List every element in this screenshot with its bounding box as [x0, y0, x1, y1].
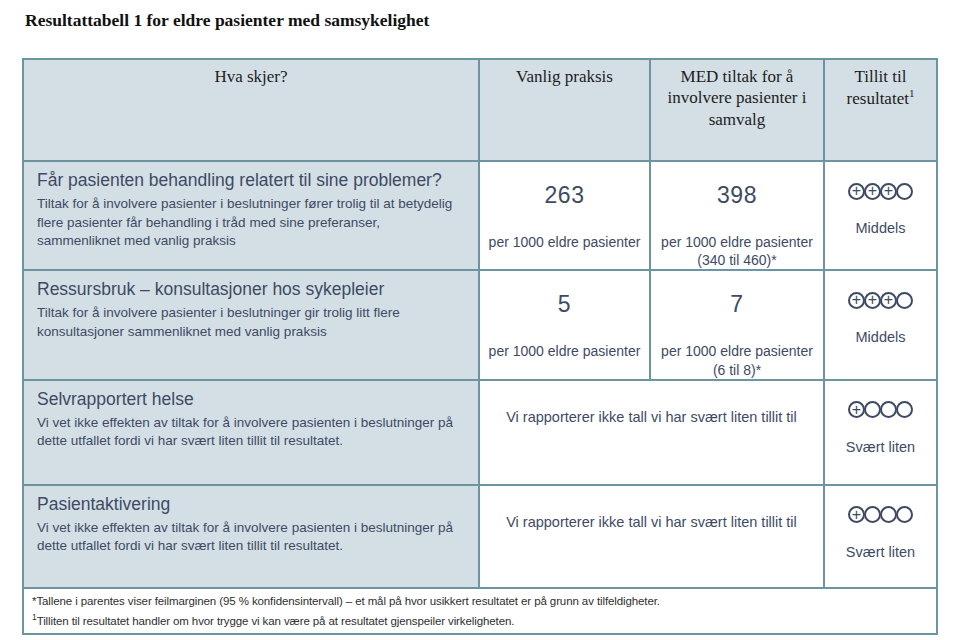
intervention-cell: 398 per 1000 eldre pasienter (340 til 46…	[650, 161, 824, 270]
comparison-cell: 5 per 1000 eldre pasienter	[479, 270, 650, 379]
certainty-cell: + Svært liten	[824, 380, 937, 485]
outcome-cell: Får pasienten behandling relatert til si…	[23, 161, 479, 270]
intervention-confidence-interval: (340 til 460)*	[651, 251, 823, 269]
footnote-1: 1Tilliten til resultatet handler om hvor…	[32, 611, 928, 631]
table-row-ressursbruk: Ressursbruk – konsultasjoner hos sykeple…	[23, 270, 937, 379]
certainty-label: Svært liten	[825, 544, 936, 560]
comparison-value: 263	[480, 182, 649, 209]
column-header-certainty: Tillit til resultatet1	[824, 59, 937, 161]
table-row-behandling: Får pasienten behandling relatert til si…	[23, 161, 937, 270]
certainty-cell: +++ Middels	[824, 161, 937, 270]
no-data-note-cell: Vi rapporterer ikke tall vi har svært li…	[479, 380, 824, 485]
column-header-intervention: MED tiltak for å involvere pasienter i s…	[650, 59, 824, 161]
footnote-text: Tilliten til resultatet handler om hvor …	[37, 614, 515, 626]
page-title: Resultattabell 1 for eldre pasienter med…	[25, 10, 429, 31]
grade-symbols-icon: +++	[848, 183, 913, 200]
outcome-description: Tiltak for å involvere pasienter i beslu…	[37, 304, 464, 341]
footnote-row: *Tallene i parentes viser feilmarginen (…	[23, 588, 937, 634]
certainty-cell: + Svært liten	[824, 485, 937, 588]
intervention-value: 7	[651, 291, 823, 318]
comparison-cell: 263 per 1000 eldre pasienter	[479, 161, 650, 270]
certainty-header-label: Tillit til resultatet	[847, 67, 909, 108]
grade-symbols-icon: +	[848, 506, 913, 523]
results-table: Hva skjer? Vanlig praksis MED tiltak for…	[22, 58, 938, 635]
outcome-title: Pasientaktivering	[37, 494, 464, 516]
results-table-page: Resultattabell 1 for eldre pasienter med…	[0, 0, 959, 640]
outcome-cell: Pasientaktivering Vi vet ikke effekten a…	[23, 485, 479, 588]
header-row: Hva skjer? Vanlig praksis MED tiltak for…	[23, 59, 937, 161]
certainty-cell: +++ Middels	[824, 270, 937, 379]
outcome-title: Ressursbruk – konsultasjoner hos sykeple…	[37, 279, 464, 301]
outcome-description: Tiltak for å involvere pasienter i beslu…	[37, 195, 464, 251]
footnote-text: Tallene i parentes viser feilmarginen (9…	[36, 595, 660, 607]
certainty-label: Svært liten	[825, 439, 936, 455]
intervention-value: 398	[651, 182, 823, 209]
footnotes-cell: *Tallene i parentes viser feilmarginen (…	[23, 588, 937, 634]
certainty-header-footnote-marker: 1	[909, 87, 915, 99]
grade-symbols-icon: +++	[848, 292, 913, 309]
outcome-title: Selvrapportert helse	[37, 389, 464, 411]
outcome-title: Får pasienten behandling relatert til si…	[37, 170, 464, 192]
comparison-unit: per 1000 eldre pasienter	[480, 233, 649, 251]
grade-symbols-icon: +	[848, 401, 913, 418]
intervention-confidence-interval: (6 til 8)*	[651, 361, 823, 379]
column-header-outcome: Hva skjer?	[23, 59, 479, 161]
comparison-value: 5	[480, 291, 649, 318]
column-header-comparison: Vanlig praksis	[479, 59, 650, 161]
table-row-pasientaktivering: Pasientaktivering Vi vet ikke effekten a…	[23, 485, 937, 588]
outcome-description: Vi vet ikke effekten av tiltak for å inv…	[37, 414, 464, 451]
certainty-label: Middels	[825, 220, 936, 236]
intervention-unit: per 1000 eldre pasienter	[651, 233, 823, 251]
table-row-selvrapportert-helse: Selvrapportert helse Vi vet ikke effekte…	[23, 380, 937, 485]
comparison-unit: per 1000 eldre pasienter	[480, 342, 649, 360]
outcome-cell: Selvrapportert helse Vi vet ikke effekte…	[23, 380, 479, 485]
no-data-note-cell: Vi rapporterer ikke tall vi har svært li…	[479, 485, 824, 588]
intervention-cell: 7 per 1000 eldre pasienter (6 til 8)*	[650, 270, 824, 379]
intervention-unit: per 1000 eldre pasienter	[651, 342, 823, 360]
footnote-asterisk: *Tallene i parentes viser feilmarginen (…	[32, 593, 928, 611]
outcome-cell: Ressursbruk – konsultasjoner hos sykeple…	[23, 270, 479, 379]
certainty-label: Middels	[825, 329, 936, 345]
outcome-description: Vi vet ikke effekten av tiltak for å inv…	[37, 519, 464, 556]
